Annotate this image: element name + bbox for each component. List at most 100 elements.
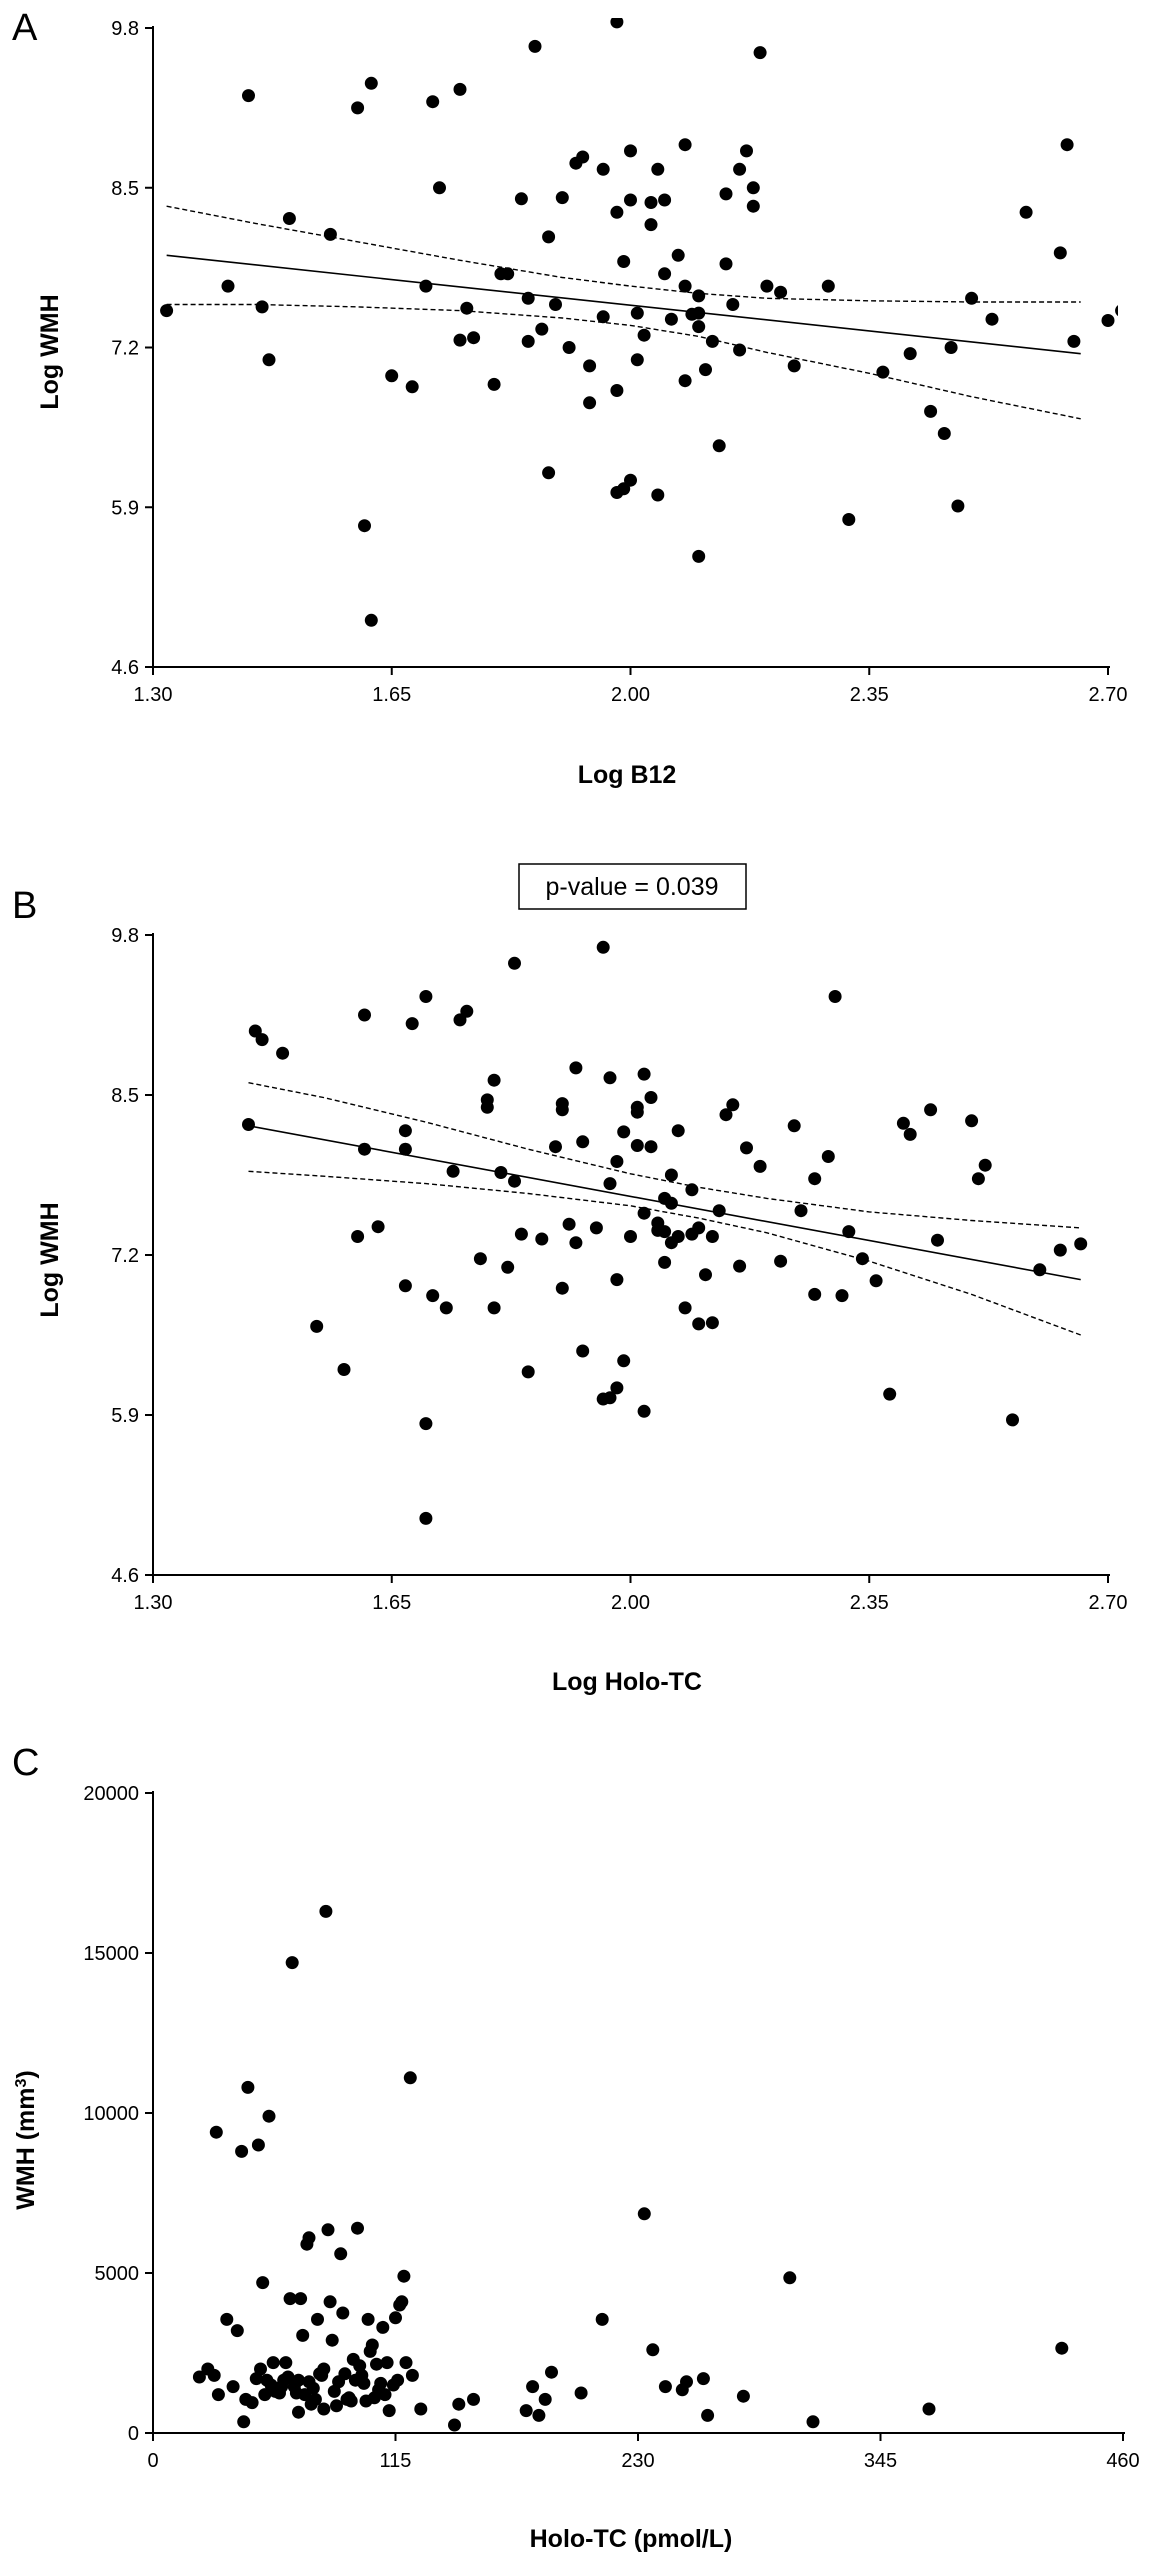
x-tick-label: 2.00 [611,1592,650,1614]
data-point [323,227,337,241]
data-point [376,2320,390,2334]
data-point [1115,305,1118,317]
panel-c-holotc-scatter: C 0 115 230 345 460 0 5000 10000 15000 20000 Hol… [12,1742,1140,2553]
data-point [487,1073,501,1087]
data-point [617,1354,631,1368]
data-point [644,1140,658,1154]
data-point [453,333,467,347]
data-point [160,304,174,318]
y-tick-label: 5000 [95,2263,140,2285]
data-point [282,212,296,225]
data-point [678,1301,692,1315]
data-point [624,193,637,207]
data-point [696,2372,710,2386]
data-point [405,2368,419,2382]
data-point [692,320,706,334]
data-point [1053,1243,1067,1257]
data-point [924,404,938,418]
data-point [296,2328,310,2342]
data-point [692,1221,706,1235]
data-point [308,2392,322,2406]
data-point [787,1119,801,1133]
data-point [712,439,726,453]
y-axis-title: Log WMH [36,1202,64,1317]
data-point [209,2125,223,2139]
data-point [678,374,692,388]
data-point [746,181,760,195]
p-value-annotation: p-value = 0.039 [518,863,747,910]
data-point [576,1344,590,1358]
data-point [549,298,562,311]
data-point [325,2333,339,2347]
data-point [453,82,467,96]
y-tick-label: 15000 [83,1943,139,1965]
data-point [1033,1263,1047,1277]
data-point [637,1067,651,1081]
x-tick-label: 230 [621,2450,654,2472]
confidence-band [166,205,1081,420]
data-point [699,1268,712,1282]
data-point [842,1225,856,1239]
data-point [521,291,535,305]
data-point [281,2370,295,2384]
data-points [192,1904,1069,2432]
data-point [452,2397,466,2411]
x-axis-ticks: 1.30 1.65 2.00 2.35 2.70 [134,1575,1127,1614]
data-point [380,2356,394,2370]
data-point [692,306,706,320]
data-point [705,1316,719,1330]
y-tick-label: 4.6 [111,657,139,679]
x-tick-label: 2.35 [850,684,889,706]
data-point [351,1230,365,1243]
data-point [644,196,658,209]
data-point [336,2306,350,2320]
data-point [460,1004,474,1018]
data-point [258,2388,272,2402]
x-tick-label: 1.65 [372,684,411,706]
y-tick-label: 20000 [83,1783,139,1805]
data-point [302,2231,316,2245]
data-point [426,95,440,109]
data-point [596,162,610,176]
data-point [364,613,378,627]
data-point [1006,1413,1019,1427]
data-point [399,2356,413,2370]
data-point [242,1118,255,1131]
data-point [808,1287,822,1301]
ci-lower-line [166,303,1081,420]
data-point [637,2207,651,2221]
data-point [1060,138,1074,152]
data-point [576,1135,590,1149]
x-axis-ticks: 0 115 230 345 460 [147,2433,1140,2472]
data-point [576,150,590,164]
data-point [235,2144,249,2158]
data-point [569,1236,583,1250]
data-point [821,279,835,293]
x-tick-label: 2.35 [850,1592,889,1614]
data-point [603,1177,617,1191]
axes [152,26,1110,668]
data-point [256,2276,270,2290]
data-point [569,1061,583,1075]
data-point [583,359,597,373]
data-point [245,2396,259,2410]
y-tick-label: 5.9 [111,497,139,519]
data-point [538,2392,552,2406]
data-point [783,2271,797,2285]
data-point [740,1141,753,1155]
data-point [211,2388,225,2402]
data-point [262,353,276,367]
data-point [526,2380,540,2394]
data-point [344,2394,358,2408]
x-tick-label: 345 [864,2450,897,2472]
data-point [692,549,706,563]
data-point [651,488,665,502]
data-point [364,76,378,90]
data-point [241,2080,255,2094]
data-point [337,1363,351,1376]
data-point [317,2402,331,2416]
data-point [610,1273,624,1287]
data-point [719,187,733,201]
y-axis-ticks: 4.6 5.9 7.2 8.5 9.8 [111,18,153,679]
fit-line [166,254,1081,355]
